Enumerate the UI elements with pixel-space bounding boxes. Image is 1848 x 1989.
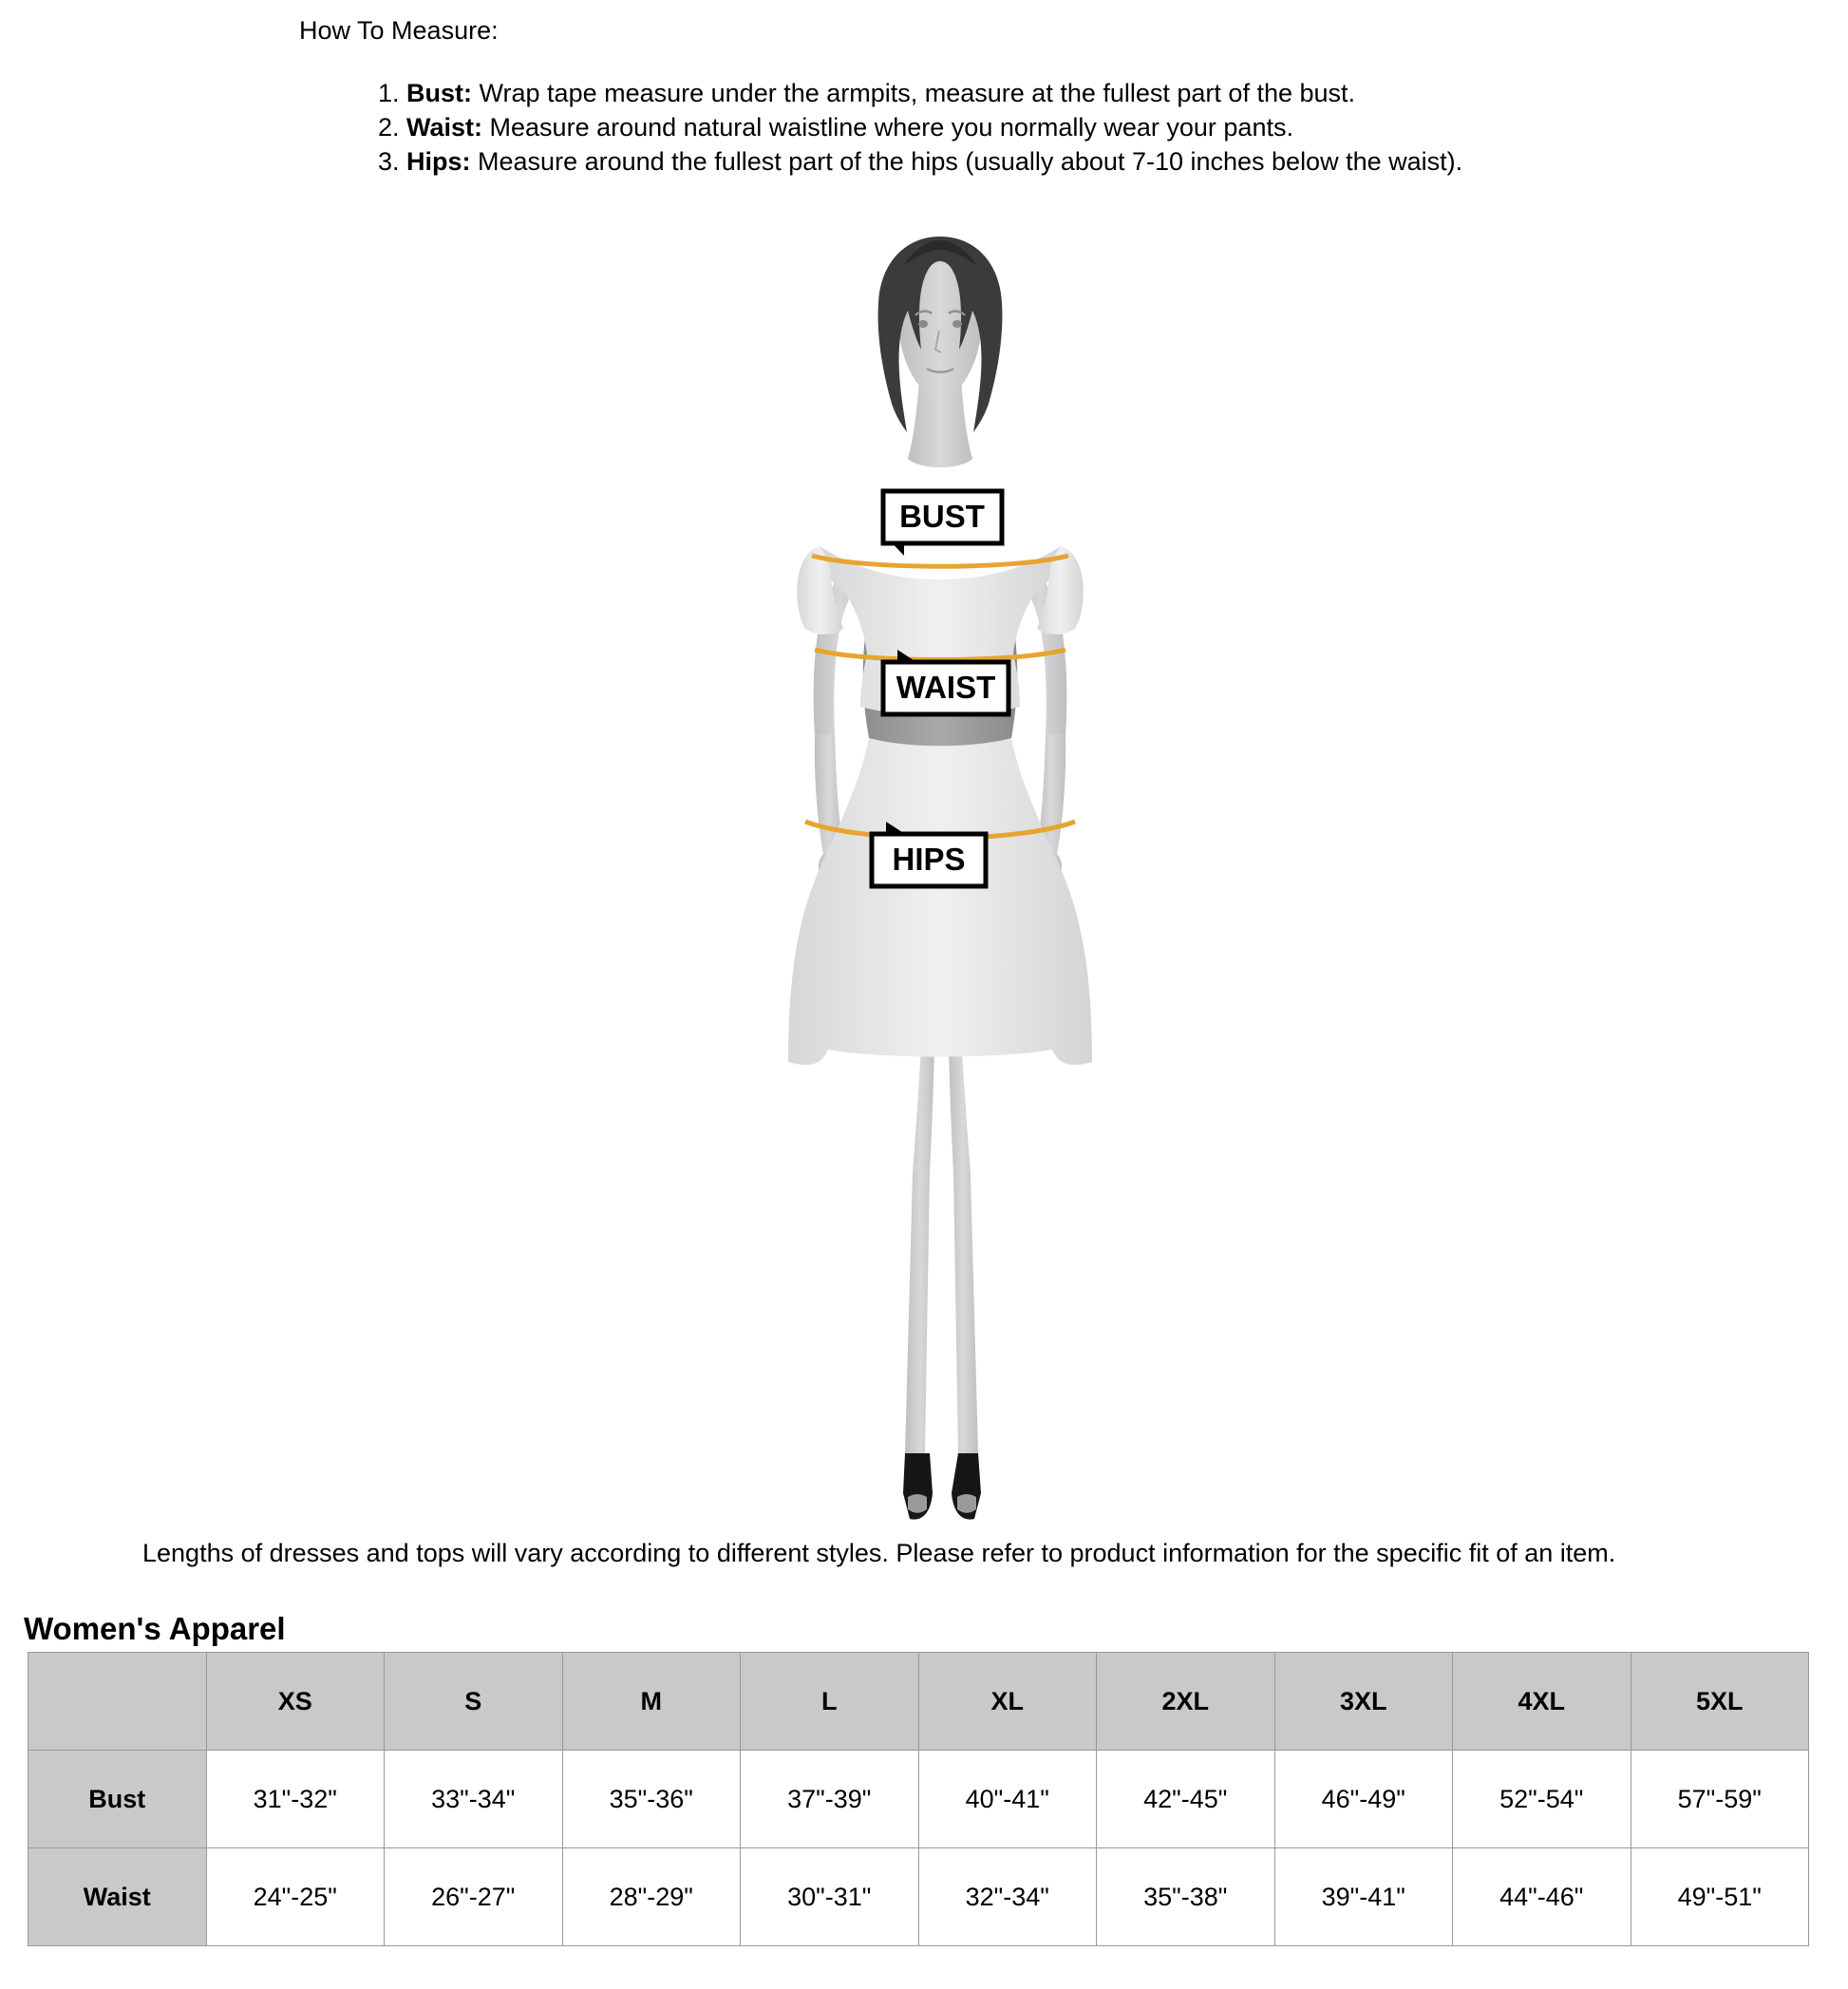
svg-text:WAIST: WAIST [896,670,996,705]
svg-text:BUST: BUST [899,499,985,534]
svg-text:HIPS: HIPS [892,842,965,877]
